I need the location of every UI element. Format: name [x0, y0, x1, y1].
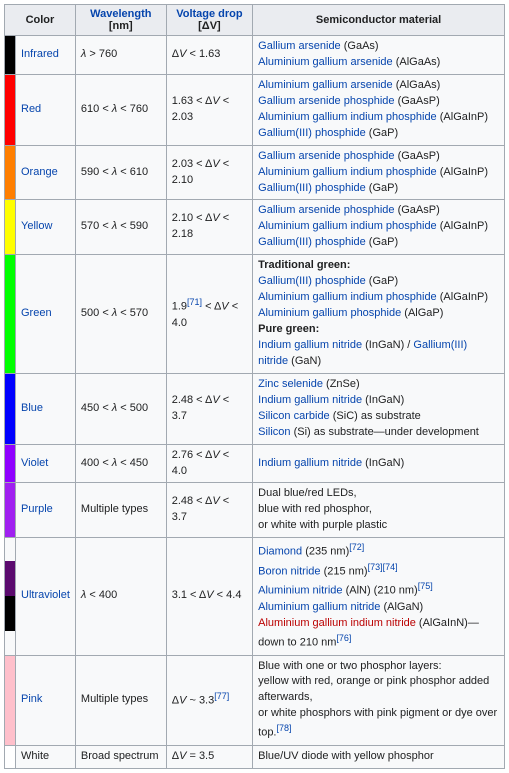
color-swatch	[5, 745, 16, 768]
material-cell: Diamond (235 nm)[72]Boron nitride (215 n…	[253, 538, 505, 655]
table-row: Pink Multiple typesΔV ~ 3.3[77]Blue with …	[5, 655, 505, 745]
voltage-cell: 2.48 < ΔV < 3.7	[166, 373, 252, 444]
wavelength-cell: Multiple types	[75, 655, 166, 745]
color-swatch	[5, 655, 16, 745]
wavelength-cell: 400 < λ < 450	[75, 444, 166, 483]
color-name: Green	[16, 255, 76, 374]
color-name: Blue	[16, 373, 76, 444]
material-cell: Gallium arsenide phosphide (GaAsP)Alumin…	[253, 200, 505, 255]
material-cell: Dual blue/red LEDs,blue with red phospho…	[253, 483, 505, 538]
color-name-link[interactable]: Pink	[21, 693, 42, 705]
wavelength-cell: 590 < λ < 610	[75, 145, 166, 200]
color-name-link[interactable]: Red	[21, 103, 41, 115]
voltage-cell: ΔV < 1.63	[166, 36, 252, 75]
voltage-cell: 2.76 < ΔV < 4.0	[166, 444, 252, 483]
wavelength-cell: Multiple types	[75, 483, 166, 538]
table-row: Blue 450 < λ < 5002.48 < ΔV < 3.7Zinc sel…	[5, 373, 505, 444]
material-cell: Zinc selenide (ZnSe)Indium gallium nitri…	[253, 373, 505, 444]
voltage-cell: 1.63 < ΔV < 2.03	[166, 74, 252, 145]
table-row: Yellow 570 < λ < 5902.10 < ΔV < 2.18Galli…	[5, 200, 505, 255]
table-row: Red 610 < λ < 7601.63 < ΔV < 2.03Aluminiu…	[5, 74, 505, 145]
material-cell: Indium gallium nitride (InGaN)	[253, 444, 505, 483]
table-row: Violet 400 < λ < 4502.76 < ΔV < 4.0Indium…	[5, 444, 505, 483]
voltage-cell: 2.48 < ΔV < 3.7	[166, 483, 252, 538]
wavelength-cell: λ < 400	[75, 538, 166, 655]
color-name: White	[16, 745, 76, 768]
voltage-cell: ΔV = 3.5	[166, 745, 252, 768]
color-swatch	[5, 444, 16, 483]
color-swatch	[5, 538, 16, 655]
color-swatch	[5, 74, 16, 145]
color-name-link[interactable]: Yellow	[21, 220, 52, 232]
color-name: Purple	[16, 483, 76, 538]
material-cell: Gallium arsenide (GaAs)Aluminium gallium…	[253, 36, 505, 75]
material-cell: Aluminium gallium arsenide (AlGaAs)Galli…	[253, 74, 505, 145]
header-color: Color	[5, 5, 76, 36]
color-swatch	[5, 483, 16, 538]
color-name-link[interactable]: Blue	[21, 402, 43, 414]
color-swatch	[5, 255, 16, 374]
table-row: WhiteBroad spectrumΔV = 3.5Blue/UV diode…	[5, 745, 505, 768]
voltage-cell: 2.03 < ΔV < 2.10	[166, 145, 252, 200]
material-cell: Blue with one or two phosphor layers:yel…	[253, 655, 505, 745]
color-name-link[interactable]: Ultraviolet	[21, 589, 70, 601]
color-name-link[interactable]: Infrared	[21, 48, 59, 60]
header-voltage: Voltage drop [ΔV]	[166, 5, 252, 36]
color-name-link[interactable]: Violet	[21, 457, 48, 469]
color-name-link[interactable]: Green	[21, 307, 52, 319]
table-row: Purple Multiple types2.48 < ΔV < 3.7Dual …	[5, 483, 505, 538]
color-name: Pink	[16, 655, 76, 745]
wavelength-cell: 570 < λ < 590	[75, 200, 166, 255]
table-row: Ultraviolet λ < 4003.1 < ΔV < 4.4Diamond …	[5, 538, 505, 655]
material-cell: Gallium arsenide phosphide (GaAsP)Alumin…	[253, 145, 505, 200]
voltage-unit: [ΔV]	[198, 20, 221, 32]
color-name: Yellow	[16, 200, 76, 255]
wavelength-cell: 610 < λ < 760	[75, 74, 166, 145]
voltage-cell: ΔV ~ 3.3[77]	[166, 655, 252, 745]
wavelength-unit: [nm]	[109, 20, 133, 32]
color-swatch	[5, 36, 16, 75]
color-swatch	[5, 373, 16, 444]
table-row: Infrared λ > 760ΔV < 1.63Gallium arsenide…	[5, 36, 505, 75]
color-name: Infrared	[16, 36, 76, 75]
wavelength-link[interactable]: Wavelength	[90, 8, 151, 20]
header-wavelength: Wavelength [nm]	[75, 5, 166, 36]
voltage-cell: 3.1 < ΔV < 4.4	[166, 538, 252, 655]
color-name: Violet	[16, 444, 76, 483]
color-name: Ultraviolet	[16, 538, 76, 655]
header-row: Color Wavelength [nm] Voltage drop [ΔV] …	[5, 5, 505, 36]
color-swatch	[5, 200, 16, 255]
material-cell: Traditional green:Gallium(III) phosphide…	[253, 255, 505, 374]
header-material: Semiconductor material	[253, 5, 505, 36]
wavelength-cell: Broad spectrum	[75, 745, 166, 768]
wavelength-cell: 500 < λ < 570	[75, 255, 166, 374]
color-name-link[interactable]: Purple	[21, 503, 53, 515]
wavelength-cell: λ > 760	[75, 36, 166, 75]
table-row: Orange 590 < λ < 6102.03 < ΔV < 2.10Galli…	[5, 145, 505, 200]
color-name-link[interactable]: Orange	[21, 166, 58, 178]
voltage-cell: 1.9[71] < ΔV < 4.0	[166, 255, 252, 374]
color-name: Orange	[16, 145, 76, 200]
voltage-link[interactable]: Voltage drop	[176, 8, 242, 20]
color-swatch	[5, 145, 16, 200]
wavelength-cell: 450 < λ < 500	[75, 373, 166, 444]
table-row: Green 500 < λ < 5701.9[71] < ΔV < 4.0Trad…	[5, 255, 505, 374]
voltage-cell: 2.10 < ΔV < 2.18	[166, 200, 252, 255]
led-color-table: Color Wavelength [nm] Voltage drop [ΔV] …	[4, 4, 505, 769]
material-cell: Blue/UV diode with yellow phosphor	[253, 745, 505, 768]
color-name: Red	[16, 74, 76, 145]
